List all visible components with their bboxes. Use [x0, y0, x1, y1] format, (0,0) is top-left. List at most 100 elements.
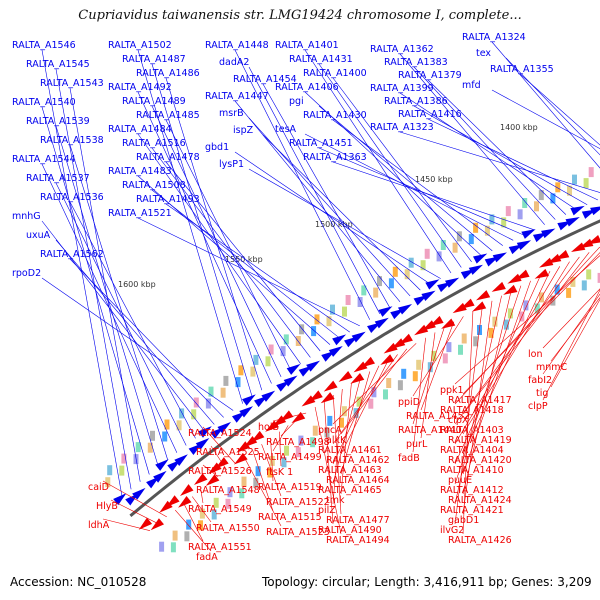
- feature-block: [570, 276, 576, 287]
- upper-gene-arrow: [195, 437, 210, 450]
- feature-block: [253, 354, 259, 365]
- label-leader-lower: [340, 359, 389, 455]
- gene-label-lower: ldhA: [88, 520, 110, 531]
- upper-gene-arrow: [541, 228, 556, 239]
- upper-gene-arrow: [516, 240, 532, 251]
- gene-label-lower: RALTA_A1421: [440, 505, 504, 516]
- map-title: Cupriavidus taiwanensis str. LMG19424 ch…: [78, 8, 522, 23]
- upper-gene-arrow: [468, 264, 484, 275]
- feature-block: [456, 231, 462, 242]
- lower-strand-genes: [138, 234, 600, 531]
- feature-block: [241, 476, 247, 487]
- gene-label-lower: caiD: [88, 482, 109, 493]
- label-leader-lower: [191, 496, 212, 523]
- kbp-tick-label: 1450 kbp: [415, 175, 453, 184]
- gene-label-lower: fabI2: [528, 375, 552, 386]
- upper-gene-arrow: [444, 277, 460, 288]
- gene-label-lower: RALTA_A1424: [448, 495, 512, 506]
- lower-gene-arrow: [587, 234, 600, 245]
- gene-label-upper: RALTA_A1539: [26, 116, 90, 127]
- gene-label-upper: RALTA_A1451: [289, 138, 353, 149]
- feature-block: [235, 377, 241, 388]
- label-leader-lower: [323, 400, 334, 525]
- feature-block: [186, 519, 192, 530]
- lower-gene-arrow: [193, 473, 208, 486]
- label-leader-lower: [462, 270, 551, 455]
- label-leader-lower: [340, 371, 371, 475]
- label-leader-lower: [210, 445, 227, 471]
- gene-label-lower: RALTA_A1526: [188, 466, 252, 477]
- label-leader-upper: [151, 63, 253, 397]
- feature-block: [388, 278, 394, 289]
- upper-gene-arrow: [113, 493, 127, 506]
- gene-label-upper: tesA: [275, 124, 297, 135]
- feature-block: [473, 222, 479, 233]
- label-leader-upper: [69, 87, 141, 482]
- gene-label-lower: RALTA_A1410: [440, 465, 504, 476]
- gene-label-lower: ppk1: [440, 385, 464, 396]
- feature-block: [392, 266, 398, 277]
- gene-label-upper: RALTA_A1483: [108, 166, 172, 177]
- gene-label-lower: RALTA_A1498: [266, 437, 330, 448]
- feature-block: [211, 509, 217, 520]
- label-leader-upper: [332, 161, 535, 231]
- gene-label-lower: RALTA_A1524: [188, 428, 252, 439]
- label-leader-lower: [412, 326, 445, 425]
- label-leader-upper: [234, 49, 371, 320]
- label-leader-lower: [412, 316, 464, 397]
- gene-label-upper: RALTA_A1363: [303, 152, 367, 163]
- feature-block: [424, 248, 430, 259]
- gene-label-upper: RALTA_A1536: [40, 192, 104, 203]
- label-leader-lower: [412, 337, 426, 453]
- label-leader-lower: [462, 300, 493, 515]
- lower-gene-arrow: [414, 324, 429, 336]
- upper-gene-arrow: [153, 470, 167, 483]
- gene-label-lower: RALTA_A1426: [448, 535, 512, 546]
- feature-block: [554, 284, 560, 295]
- upper-labels: RALTA_A1546 RALTA_A1545 RALTA_A1543 RALTA_A…: [12, 32, 600, 497]
- gene-label-upper: RALTA_A1362: [370, 44, 434, 55]
- feature-block: [227, 487, 233, 498]
- gene-label-lower: RALTA_A1464: [326, 475, 390, 486]
- label-leader-lower: [202, 426, 236, 464]
- lower-gene-arrow: [429, 315, 444, 327]
- label-leader-lower: [252, 450, 274, 512]
- gene-label-lower: RALTA_A1418: [440, 405, 504, 416]
- gene-label-lower: pncA: [318, 425, 342, 436]
- lower-gene-arrow: [178, 495, 192, 508]
- gene-label-lower: RALTA_A1465: [318, 485, 382, 496]
- label-leader-lower: [550, 298, 600, 388]
- label-leader-upper: [137, 49, 243, 404]
- lower-gene-arrow: [460, 298, 475, 309]
- gene-label-lower: RALTA_A1420: [448, 455, 512, 466]
- feature-block: [324, 427, 330, 438]
- label-leader-upper: [304, 91, 483, 257]
- feature-block: [269, 455, 275, 466]
- feature-block: [295, 447, 301, 458]
- gene-label-upper: RALTA_A1478: [136, 152, 200, 163]
- feature-block: [440, 240, 446, 250]
- gene-label-upper: uxuA: [26, 230, 51, 241]
- gene-label-upper: RALTA_A1406: [275, 82, 339, 93]
- gene-label-lower: pilZ: [318, 505, 336, 516]
- lower-gene-arrow: [383, 342, 398, 354]
- lower-gene-arrow: [539, 257, 554, 268]
- label-leader-upper: [332, 77, 472, 262]
- label-leader-lower: [542, 289, 600, 401]
- feature-block: [436, 251, 442, 262]
- feature-block: [170, 542, 176, 553]
- gene-label-upper: RALTA_A1379: [398, 70, 462, 81]
- gene-label-lower: fadA: [196, 552, 218, 563]
- upper-gene-arrow: [306, 360, 321, 372]
- label-leader-upper: [399, 131, 600, 193]
- label-leader-upper: [41, 220, 206, 432]
- feature-block: [431, 350, 437, 361]
- gene-label-lower: RALTA_A1490: [318, 525, 382, 536]
- feature-block: [503, 319, 509, 330]
- lower-gene-arrow: [180, 484, 194, 496]
- feature-block: [492, 316, 498, 327]
- feature-block: [147, 442, 153, 453]
- lower-gene-arrow: [320, 392, 335, 404]
- label-leader-lower: [202, 464, 219, 477]
